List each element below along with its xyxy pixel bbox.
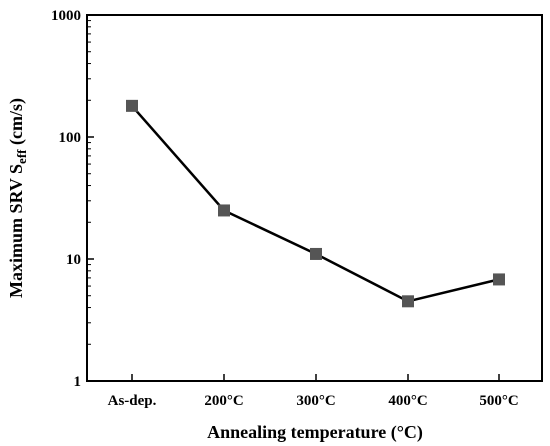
data-point-marker <box>218 204 230 217</box>
plot-frame <box>86 14 543 382</box>
y-tick-label: 10 <box>66 252 81 268</box>
y-axis-title-unit: (cm/s) <box>6 98 27 149</box>
y-axis-title-main: Maximum SRV S <box>6 164 26 298</box>
x-axis: As-dep. 200°C 300°C 400°C 500°C <box>108 374 519 409</box>
y-axis-title: Maximum SRV Seff (cm/s) <box>6 98 29 298</box>
y-tick-label: 1 <box>74 374 82 390</box>
y-axis: 1 10 100 1000 <box>51 8 94 390</box>
y-tick-label: 100 <box>59 130 82 146</box>
x-tick-label: 200°C <box>204 393 243 409</box>
x-tick-label: As-dep. <box>108 393 157 409</box>
series-line <box>131 105 500 303</box>
data-point-marker <box>310 247 322 260</box>
x-axis-title: Annealing temperature (°C) <box>207 422 423 443</box>
data-point-marker <box>126 99 138 112</box>
x-tick-label: 400°C <box>388 393 427 409</box>
y-axis-title-subscript: eff <box>14 149 29 164</box>
x-tick-label: 300°C <box>296 393 335 409</box>
data-point-marker <box>493 273 505 286</box>
x-tick-label: 500°C <box>479 393 518 409</box>
y-tick-label: 1000 <box>51 8 81 24</box>
data-point-marker <box>402 295 414 308</box>
series <box>126 99 505 308</box>
